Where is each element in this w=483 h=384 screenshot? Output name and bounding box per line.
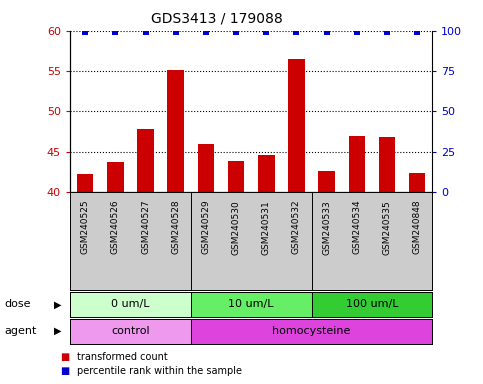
Bar <box>288 59 305 192</box>
Bar <box>258 155 274 192</box>
Bar <box>191 319 432 344</box>
Text: GSM240529: GSM240529 <box>201 200 211 255</box>
Bar <box>191 292 312 317</box>
Text: 100 um/L: 100 um/L <box>346 299 398 310</box>
Text: GSM240530: GSM240530 <box>231 200 241 255</box>
Text: GSM240531: GSM240531 <box>262 200 271 255</box>
Bar <box>70 292 191 317</box>
Text: GSM240535: GSM240535 <box>383 200 392 255</box>
Text: GSM240526: GSM240526 <box>111 200 120 255</box>
Text: GSM240533: GSM240533 <box>322 200 331 255</box>
Text: agent: agent <box>5 326 37 336</box>
Text: dose: dose <box>5 299 31 310</box>
Bar <box>198 144 214 192</box>
Text: homocysteine: homocysteine <box>272 326 351 336</box>
Text: ▶: ▶ <box>54 299 62 310</box>
Bar <box>228 161 244 192</box>
Text: ■: ■ <box>60 366 70 376</box>
Bar <box>137 129 154 192</box>
Text: GSM240532: GSM240532 <box>292 200 301 255</box>
Bar <box>379 137 395 192</box>
Bar <box>107 162 124 192</box>
Text: GSM240525: GSM240525 <box>81 200 90 255</box>
Text: GSM240848: GSM240848 <box>412 200 422 255</box>
Bar <box>77 174 93 192</box>
Text: 10 um/L: 10 um/L <box>228 299 274 310</box>
Bar <box>318 171 335 192</box>
Text: percentile rank within the sample: percentile rank within the sample <box>77 366 242 376</box>
Bar <box>312 292 432 317</box>
Text: ■: ■ <box>60 352 70 362</box>
Bar <box>70 319 191 344</box>
Text: control: control <box>111 326 150 336</box>
Bar <box>349 136 365 192</box>
Bar <box>409 173 426 192</box>
Text: GSM240528: GSM240528 <box>171 200 180 255</box>
Bar <box>168 70 184 192</box>
Text: GSM240534: GSM240534 <box>352 200 361 255</box>
Text: ▶: ▶ <box>54 326 62 336</box>
Text: transformed count: transformed count <box>77 352 168 362</box>
Text: 0 um/L: 0 um/L <box>111 299 150 310</box>
Text: GSM240527: GSM240527 <box>141 200 150 255</box>
Text: GDS3413 / 179088: GDS3413 / 179088 <box>152 12 283 25</box>
